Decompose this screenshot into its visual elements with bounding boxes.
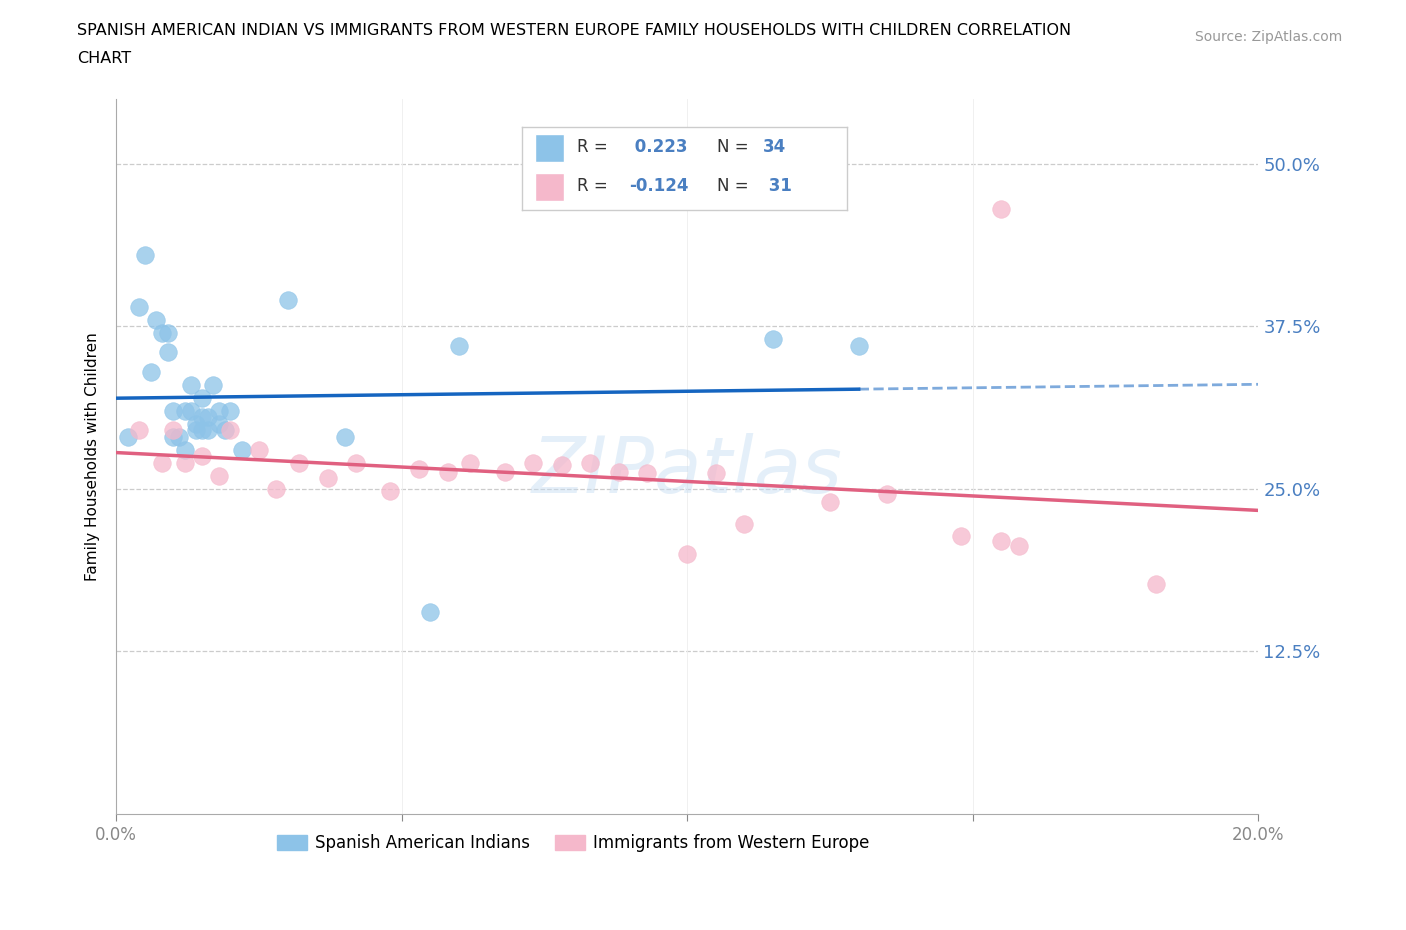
Text: ZIPatlas: ZIPatlas [531,432,842,509]
Point [150,326,173,340]
Point [1144,577,1167,591]
Point [848,339,870,353]
Point [676,546,699,561]
Point [156,345,179,360]
Point [734,516,756,531]
Point [408,462,430,477]
Point [117,430,139,445]
Point [704,466,727,481]
Point [447,339,470,353]
Point [145,312,167,327]
Point [762,332,785,347]
Point [380,484,402,498]
Point [162,404,184,418]
Point [167,430,190,445]
Point [128,299,150,314]
Y-axis label: Family Households with Children: Family Households with Children [86,332,100,580]
Point [139,365,162,379]
Point [460,456,482,471]
Point [950,528,973,543]
Point [208,417,231,432]
Point [436,464,458,479]
Point [156,326,179,340]
Point [173,404,195,418]
Point [180,378,202,392]
Point [202,378,225,392]
Point [214,423,236,438]
Point [134,247,156,262]
Point [208,469,231,484]
Point [191,449,214,464]
Point [219,423,242,438]
Point [1007,538,1029,553]
Point [247,443,270,458]
Point [551,458,574,472]
Point [277,293,299,308]
Point [186,423,208,438]
Point [316,471,339,485]
Point [173,456,195,471]
Point [191,423,214,438]
Point [264,482,287,497]
Point [219,404,242,418]
Point [162,430,184,445]
Point [818,495,841,510]
Legend: Spanish American Indians, Immigrants from Western Europe: Spanish American Indians, Immigrants fro… [270,828,876,859]
Point [197,410,219,425]
Point [173,443,195,458]
Point [208,404,231,418]
Point [186,417,208,432]
Point [197,423,219,438]
Point [288,456,311,471]
Point [990,202,1012,217]
Point [607,464,630,479]
Point [636,466,658,481]
Point [180,404,202,418]
Point [419,604,441,619]
Point [128,423,150,438]
Point [150,456,173,471]
Text: SPANISH AMERICAN INDIAN VS IMMIGRANTS FROM WESTERN EUROPE FAMILY HOUSEHOLDS WITH: SPANISH AMERICAN INDIAN VS IMMIGRANTS FR… [77,23,1071,38]
Text: CHART: CHART [77,51,131,66]
Text: Source: ZipAtlas.com: Source: ZipAtlas.com [1195,30,1343,44]
Point [231,443,253,458]
Point [579,456,602,471]
Point [191,410,214,425]
Point [162,423,184,438]
Point [344,456,367,471]
Point [522,456,544,471]
Point [333,430,356,445]
Point [191,391,214,405]
Point [876,486,898,501]
Point [494,464,516,479]
Point [990,533,1012,548]
